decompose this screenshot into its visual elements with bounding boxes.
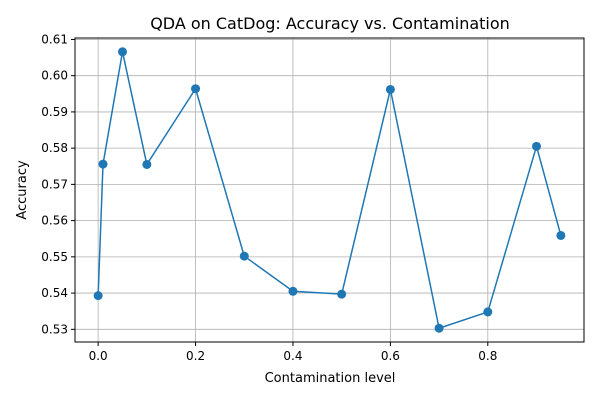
data-point (239, 251, 249, 261)
series-layer (93, 47, 566, 333)
data-point (117, 47, 127, 57)
x-tick-label: 0.2 (186, 349, 205, 363)
y-tick-label: 0.53 (41, 322, 68, 336)
y-tick-label: 0.54 (41, 286, 68, 300)
series-line (97, 51, 562, 329)
data-point (142, 159, 152, 169)
data-point (385, 84, 395, 94)
data-point (98, 159, 108, 169)
data-point (191, 84, 201, 94)
y-tick-label: 0.56 (41, 214, 68, 228)
x-tick-label: 0.0 (89, 349, 108, 363)
y-tick-label: 0.61 (41, 32, 68, 46)
data-point (483, 307, 493, 317)
x-tick-label: 0.4 (283, 349, 302, 363)
data-point (434, 323, 444, 333)
chart-title: QDA on CatDog: Accuracy vs. Contaminatio… (150, 14, 510, 33)
x-tick-label: 0.6 (381, 349, 400, 363)
data-point (556, 230, 566, 240)
y-tick-label: 0.59 (41, 105, 68, 119)
y-tick-label: 0.58 (41, 141, 68, 155)
y-tick-label: 0.55 (41, 250, 68, 264)
data-point (337, 289, 347, 299)
data-point (532, 141, 542, 151)
y-tick-label: 0.57 (41, 177, 68, 191)
data-point (288, 286, 298, 296)
x-tick-label: 0.8 (478, 349, 497, 363)
y-axis-label: Accuracy (15, 160, 30, 220)
grid-lines (75, 38, 584, 342)
y-tick-label: 0.60 (41, 69, 68, 83)
data-point (93, 291, 103, 301)
plot-frame (74, 37, 585, 343)
axis-ticks: 0.0 0.2 0.4 0.6 0.8 0.53 0.54 0.55 0.56 0.57 0.58 0… (41, 32, 497, 363)
x-axis-label: Contamination level (265, 371, 396, 386)
